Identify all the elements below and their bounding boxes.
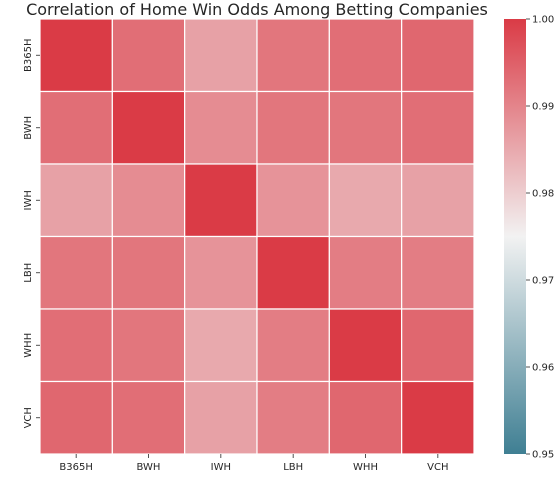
- heatmap-cell: [185, 237, 257, 310]
- colorbar: [504, 19, 526, 454]
- colorbar-tick-label: 0.99: [532, 102, 554, 113]
- heatmap-cell: [329, 382, 401, 455]
- colorbar-tick-label: 0.95: [532, 450, 554, 461]
- heatmap-cell: [402, 164, 474, 237]
- heatmap-cells: [40, 19, 474, 454]
- y-tick-label: B365H: [23, 39, 34, 72]
- y-tick-label: IWH: [23, 190, 34, 210]
- x-tick-label: B365H: [59, 462, 92, 473]
- colorbar-tick-label: 0.97: [532, 276, 554, 287]
- heatmap-cell: [40, 237, 112, 310]
- heatmap-cell: [402, 19, 474, 92]
- y-tick-label: BWH: [23, 116, 34, 140]
- x-tick-label: IWH: [211, 462, 231, 473]
- colorbar-tick-label: 0.96: [532, 363, 554, 374]
- heatmap-cell: [40, 92, 112, 165]
- y-tick-label: WHH: [23, 333, 34, 358]
- heatmap-cell: [185, 382, 257, 455]
- heatmap-cell: [257, 237, 329, 310]
- heatmap-cell: [257, 19, 329, 92]
- heatmap-cell: [402, 237, 474, 310]
- heatmap-cell: [112, 19, 184, 92]
- heatmap-cell: [185, 164, 257, 237]
- heatmap-cell: [402, 92, 474, 165]
- heatmap-cell: [329, 19, 401, 92]
- heatmap-cell: [257, 164, 329, 237]
- heatmap-cell: [40, 382, 112, 455]
- heatmap-cell: [329, 309, 401, 382]
- heatmap-cell: [112, 382, 184, 455]
- y-tick-label: LBH: [23, 263, 34, 283]
- colorbar-tick-label: 1.00: [532, 15, 554, 26]
- heatmap-cell: [185, 309, 257, 382]
- heatmap-cell: [329, 164, 401, 237]
- heatmap-cell: [329, 92, 401, 165]
- x-tick-label: VCH: [427, 462, 448, 473]
- heatmap-cell: [257, 309, 329, 382]
- x-tick-label: BWH: [137, 462, 161, 473]
- heatmap-cell: [329, 237, 401, 310]
- y-tick-labels: B365H BWH IWH LBH WHH VCH: [23, 39, 40, 429]
- heatmap-cell: [185, 92, 257, 165]
- x-tick-label: WHH: [353, 462, 378, 473]
- chart-title: Correlation of Home Win Odds Among Betti…: [26, 0, 488, 19]
- heatmap-cell: [257, 382, 329, 455]
- heatmap-cell: [402, 382, 474, 455]
- heatmap-cell: [402, 309, 474, 382]
- heatmap-cell: [40, 19, 112, 92]
- y-tick-label: VCH: [23, 407, 34, 428]
- heatmap-cell: [112, 309, 184, 382]
- colorbar-tick-label: 0.98: [532, 189, 554, 200]
- heatmap-cell: [112, 92, 184, 165]
- heatmap-cell: [257, 92, 329, 165]
- heatmap-cell: [40, 309, 112, 382]
- heatmap-cell: [40, 164, 112, 237]
- heatmap-cell: [112, 164, 184, 237]
- colorbar-tick-labels: 0.95 0.96 0.97 0.98 0.99 1.00: [526, 15, 554, 461]
- x-tick-label: LBH: [283, 462, 303, 473]
- heatmap-cell: [112, 237, 184, 310]
- x-tick-labels: B365H BWH IWH LBH WHH VCH: [59, 454, 448, 473]
- heatmap-cell: [185, 19, 257, 92]
